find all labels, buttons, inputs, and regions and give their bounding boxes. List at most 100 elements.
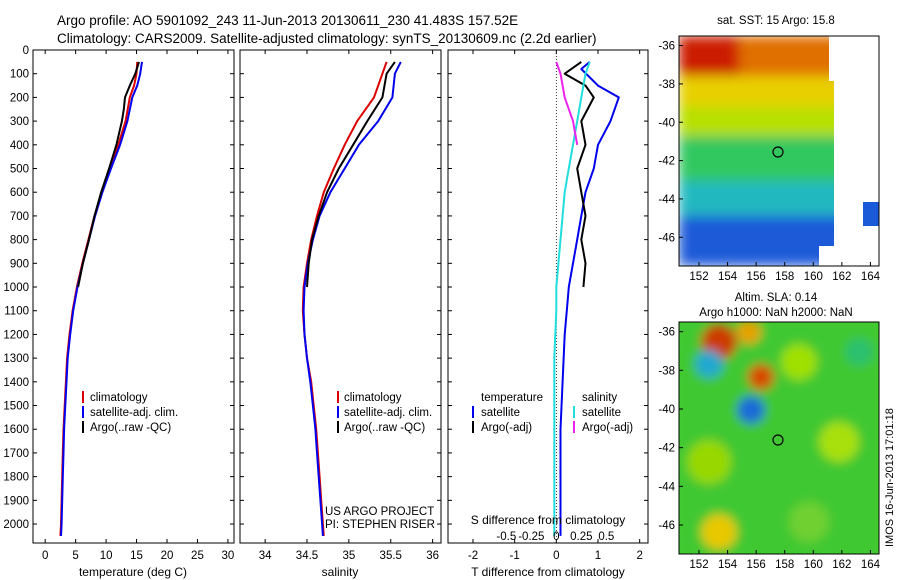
s-difference-label: S difference from climatology	[471, 513, 626, 527]
sst-heatmap	[679, 36, 879, 266]
map-y-tick-label: -42	[658, 443, 675, 455]
map-y-tick-label: -40	[658, 117, 675, 129]
map-y-tick-label: -44	[658, 481, 675, 493]
map-y-tick-label: -40	[658, 404, 675, 416]
difference-series	[553, 50, 620, 543]
map-x-tick-label: 158	[775, 271, 794, 283]
x-tick-label: 0	[553, 550, 559, 562]
salinity-axes-frame	[239, 49, 442, 544]
map-y-tick-label: -36	[658, 327, 675, 339]
map-x-tick-label: 152	[689, 559, 708, 571]
salinity-x-ticks: 34 34.5 35 35.5 36	[259, 50, 439, 562]
x-tick-label: 25	[191, 550, 204, 562]
s-diff-tick-label: -0.5	[496, 531, 516, 543]
x-tick-label: -2	[468, 550, 478, 562]
x-tick-label: 30	[222, 550, 235, 562]
temperature-legend: climatology satellite-adj. clim. Argo(..…	[82, 391, 178, 434]
depth-tick-label: 1200	[3, 329, 29, 341]
depth-tick-label: 2000	[3, 519, 29, 531]
map-y-tick-label: -46	[658, 232, 675, 244]
series-line-argo-adj--3	[555, 61, 579, 145]
salinity-legend: climatology satellite-adj. clim. Argo(..…	[337, 391, 432, 434]
map-y-tick-label: -42	[658, 156, 675, 168]
salinity-series	[301, 61, 402, 536]
map-x-tick-label: 164	[861, 271, 881, 283]
map-x-tick-label: 160	[804, 271, 823, 283]
map-x-tick-label: 162	[832, 559, 851, 571]
t-difference-label: T difference from climatology	[471, 565, 625, 579]
legend-swatch-argo	[337, 421, 339, 433]
depth-tick-label: 1500	[3, 401, 29, 413]
map-y-tick-label: -38	[658, 365, 675, 377]
difference-panel: -2 -1 0 1 2 temperature satellite Argo(-adj)…	[447, 49, 649, 579]
x-tick-label: 34.5	[296, 550, 318, 562]
map-y-tick-label: -38	[658, 79, 675, 91]
x-tick-label: 15	[130, 550, 143, 562]
salinity-x-label: salinity	[322, 565, 359, 579]
legend-swatch-s-argo	[573, 421, 575, 433]
depth-tick-label: 900	[10, 258, 29, 270]
x-tick-label: 35	[342, 550, 355, 562]
legend-satellite-label: satellite-adj. clim.	[90, 407, 178, 419]
x-tick-label: 0	[42, 550, 48, 562]
depth-tick-label: 300	[10, 116, 29, 128]
series-line-satellite-2	[553, 61, 591, 536]
depth-tick-label: 700	[10, 211, 29, 223]
x-tick-label: 36	[426, 550, 439, 562]
map-x-tick-label: 164	[861, 559, 881, 571]
map-x-tick-label: 152	[689, 271, 708, 283]
difference-axes-frame	[447, 49, 649, 544]
depth-tick-label: 1900	[3, 495, 29, 507]
map-x-tick-label: 154	[718, 559, 738, 571]
legend-climatology-label: climatology	[344, 392, 402, 404]
x-tick-label: 20	[161, 550, 174, 562]
depth-tick-label: 1600	[3, 424, 29, 436]
depth-tick-label: 1700	[3, 448, 29, 460]
sla-title-line-2: Argo h1000: NaN h2000: NaN	[699, 307, 852, 319]
map-x-tick-label: 160	[804, 559, 823, 571]
sst-map-panel: sat. SST: 15 Argo: 15.8 152 154 156 158 160 1…	[658, 15, 880, 283]
map-x-tick-label: 154	[718, 271, 738, 283]
header-line-1: Argo profile: AO 5901092_243 11-Jun-2013…	[57, 13, 518, 28]
s-diff-tick-label: 0.25	[570, 531, 592, 543]
x-tick-label: 2	[636, 550, 642, 562]
map-y-tick-label: -44	[658, 194, 675, 206]
legend-swatch-satellite	[82, 406, 84, 418]
difference-depth-ticks	[448, 49, 648, 525]
salinity-depth-ticks	[240, 49, 441, 525]
depth-tick-label: 100	[10, 69, 29, 81]
argo-location-marker	[772, 434, 784, 446]
x-tick-label: 34	[259, 550, 272, 562]
sla-title-line-1: Altim. SLA: 0.14	[735, 292, 818, 304]
depth-tick-label: 800	[10, 235, 29, 247]
x-tick-label: 35.5	[380, 550, 402, 562]
salinity-panel: 34 34.5 35 35.5 36 climatology satellite-adj…	[239, 49, 442, 579]
legend-swatch-argo	[82, 421, 84, 433]
sst-map-ticks: 152 154 156 158 160 162 164 -36 -38 -40 -42 -44 -46	[658, 41, 880, 283]
depth-tick-label: 1000	[3, 282, 29, 294]
argo-location-marker	[772, 146, 784, 158]
series-line-argo-raw-qc--2	[306, 61, 396, 288]
temperature-panel: 0100200300400500600700800900100011001200…	[3, 45, 235, 579]
difference-x-ticks: -2 -1 0 1 2	[468, 50, 643, 562]
legend-salinity-header: salinity	[582, 392, 617, 404]
legend-swatch-t-satellite	[472, 406, 474, 418]
temperature-axes-frame	[32, 49, 235, 544]
depth-tick-label: 1800	[3, 472, 29, 484]
depth-tick-label: 1400	[3, 377, 29, 389]
pi-label: PI: STEPHEN RISER	[325, 519, 435, 531]
x-tick-label: -1	[510, 550, 520, 562]
depth-tick-label: 1100	[4, 306, 29, 318]
map-y-tick-label: -46	[658, 520, 675, 532]
legend-swatch-satellite	[337, 406, 339, 418]
map-x-tick-label: 158	[775, 559, 794, 571]
depth-tick-label: 500	[10, 164, 29, 176]
sla-map-panel: Altim. SLA: 0.14 Argo h1000: NaN h2000: …	[658, 292, 880, 571]
map-x-tick-label: 162	[832, 271, 851, 283]
s-diff-tick-label: 0.5	[598, 531, 614, 543]
sla-heatmap	[679, 322, 879, 554]
legend-argo-label: Argo(..raw -QC)	[344, 422, 425, 434]
depth-tick-label: 200	[10, 92, 29, 104]
s-diff-tick-label: -0.25	[518, 531, 544, 543]
